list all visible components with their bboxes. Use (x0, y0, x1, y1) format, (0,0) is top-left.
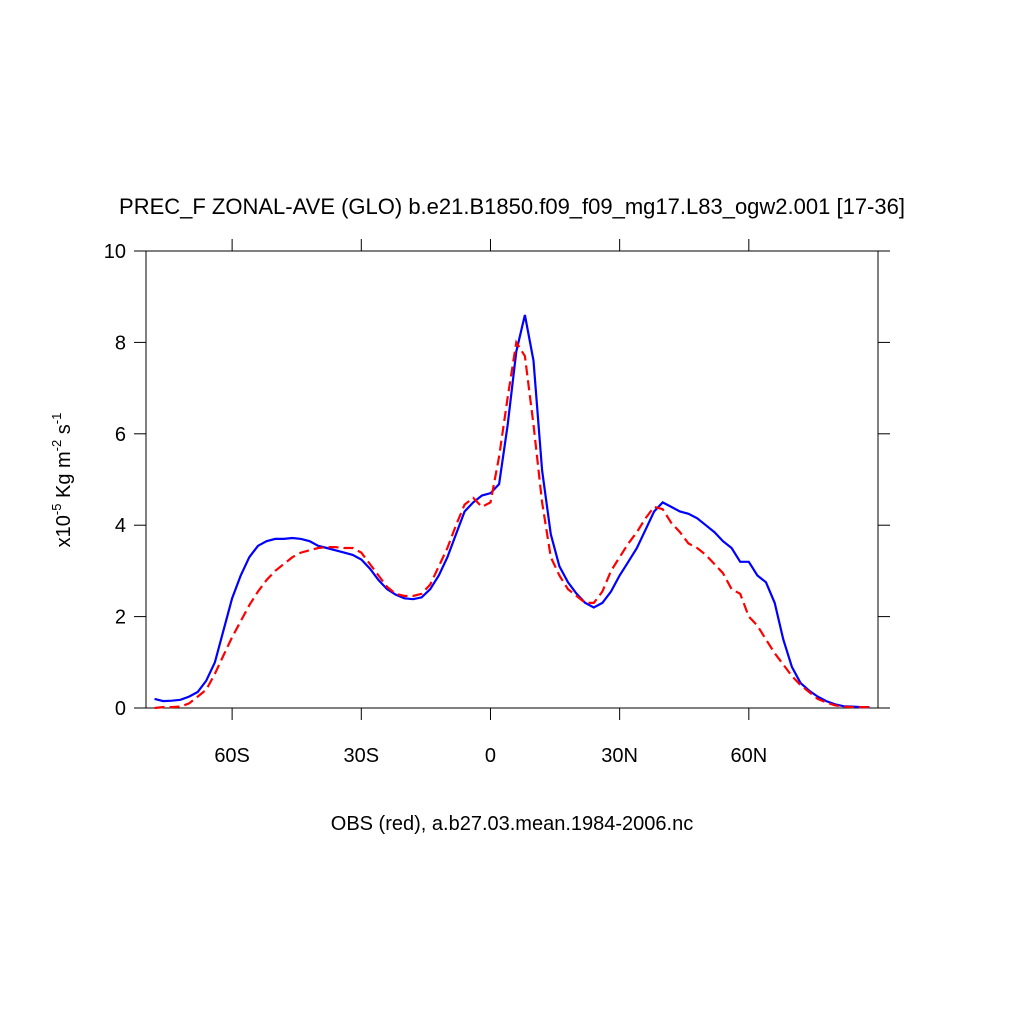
data-line (154, 339, 870, 710)
chart-title: PREC_F ZONAL-AVE (GLO) b.e21.B1850.f09_f… (119, 194, 905, 219)
y-tick-label: 10 (104, 241, 126, 263)
x-tick-label: 30N (601, 745, 638, 767)
y-tick-label: 6 (115, 424, 126, 446)
y-label-superscript: -2 (49, 440, 64, 452)
x-tick-label: 60S (214, 745, 250, 767)
y-tick-label: 4 (115, 515, 126, 537)
y-label-superscript: -1 (49, 413, 64, 425)
y-tick-label: 8 (115, 332, 126, 354)
y-label-part: Kg m (53, 451, 75, 503)
y-axis-label: x10-5 Kg m-2 s-1 (49, 413, 75, 548)
x-tick-label: 0 (485, 745, 496, 767)
y-label-part: x10 (53, 515, 75, 547)
plot-frame (145, 250, 879, 709)
x-tick-label: 60N (730, 745, 767, 767)
y-label-part: s (53, 424, 75, 440)
x-tick-label: 30S (343, 745, 379, 767)
y-label-superscript: -5 (49, 504, 64, 516)
data-line (154, 314, 870, 709)
x-axis-label: OBS (red), a.b27.03.mean.1984-2006.nc (331, 813, 693, 835)
y-tick-label: 2 (115, 607, 126, 629)
y-tick-label: 0 (115, 698, 126, 720)
